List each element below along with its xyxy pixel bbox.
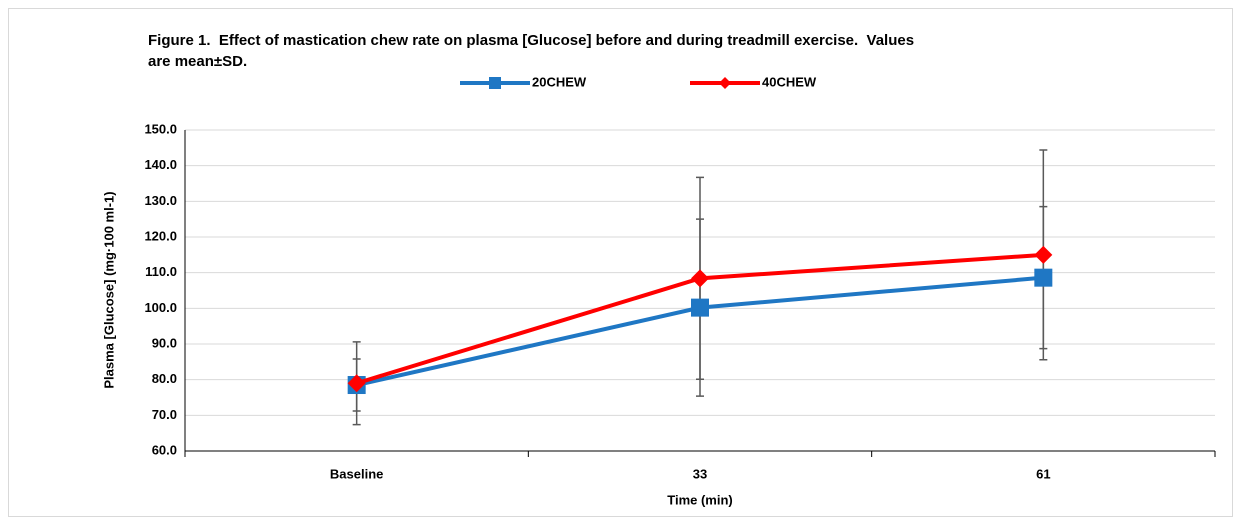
- y-tick-label: 140.0: [144, 157, 177, 172]
- y-tick-label: 60.0: [152, 442, 177, 457]
- y-axis-label: Plasma [Glucose] (mg·100 ml-1): [101, 191, 116, 388]
- data-point: [691, 298, 709, 317]
- data-point: [1034, 268, 1053, 287]
- legend-marker: [489, 77, 501, 89]
- y-tick-label: 150.0: [144, 121, 177, 136]
- chart-title: Figure 1. Effect of mastication chew rat…: [148, 32, 919, 70]
- y-tick-label: 90.0: [152, 335, 177, 350]
- legend-label: 20CHEW: [532, 74, 587, 89]
- data-point: [1034, 245, 1053, 264]
- y-tick-label: 120.0: [144, 228, 177, 243]
- y-tick-label: 70.0: [152, 407, 177, 422]
- x-tick-label: 33: [693, 466, 707, 481]
- x-axis-label: Time (min): [667, 492, 733, 507]
- x-tick-label: 61: [1036, 466, 1050, 481]
- y-tick-label: 130.0: [144, 193, 177, 208]
- chart-frame: [8, 8, 1233, 517]
- y-tick-label: 100.0: [144, 300, 177, 315]
- data-point: [347, 374, 366, 393]
- data-point: [691, 269, 709, 288]
- legend-label: 40CHEW: [762, 74, 817, 89]
- y-tick-label: 80.0: [152, 371, 177, 386]
- legend-marker: [719, 77, 731, 89]
- x-tick-label: Baseline: [330, 466, 383, 481]
- y-tick-label: 110.0: [145, 264, 177, 279]
